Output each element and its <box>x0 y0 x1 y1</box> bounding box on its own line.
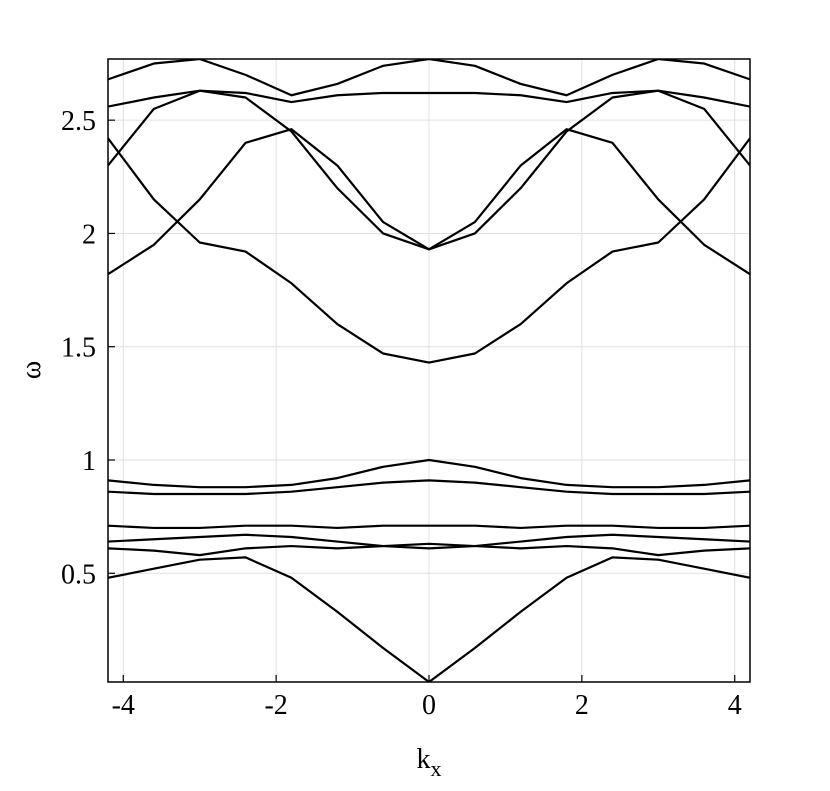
x-axis-label-subscript: x <box>431 756 442 781</box>
x-tick-label: 2 <box>575 690 589 721</box>
band-line <box>108 479 750 496</box>
x-tick-label: 4 <box>728 690 742 721</box>
y-tick-label: 0.5 <box>61 559 96 590</box>
band-line <box>108 533 750 550</box>
x-tick-label: -2 <box>264 690 287 721</box>
band-line <box>108 542 750 557</box>
band-line <box>108 458 750 489</box>
plot-lines <box>108 59 750 682</box>
x-tick-label: -4 <box>112 690 135 721</box>
x-axis-label: kx <box>417 744 442 781</box>
x-axis-label-main: k <box>417 744 431 775</box>
band-line <box>108 524 750 530</box>
band-line <box>108 137 750 364</box>
y-axis-label: ω <box>16 361 47 379</box>
band-line <box>108 89 750 108</box>
band-line <box>108 556 750 682</box>
y-tick-label: 2 <box>82 219 96 250</box>
ticks: -4 -2 0 2 4 0.5 1 1.5 2 2.5 <box>61 106 742 721</box>
band-line <box>108 59 750 97</box>
y-tick-label: 1 <box>82 446 96 477</box>
y-tick-label: 1.5 <box>61 333 96 364</box>
grid <box>108 59 750 682</box>
x-tick-label: 0 <box>422 690 436 721</box>
y-tick-label: 2.5 <box>61 106 96 137</box>
band-line <box>108 128 750 276</box>
